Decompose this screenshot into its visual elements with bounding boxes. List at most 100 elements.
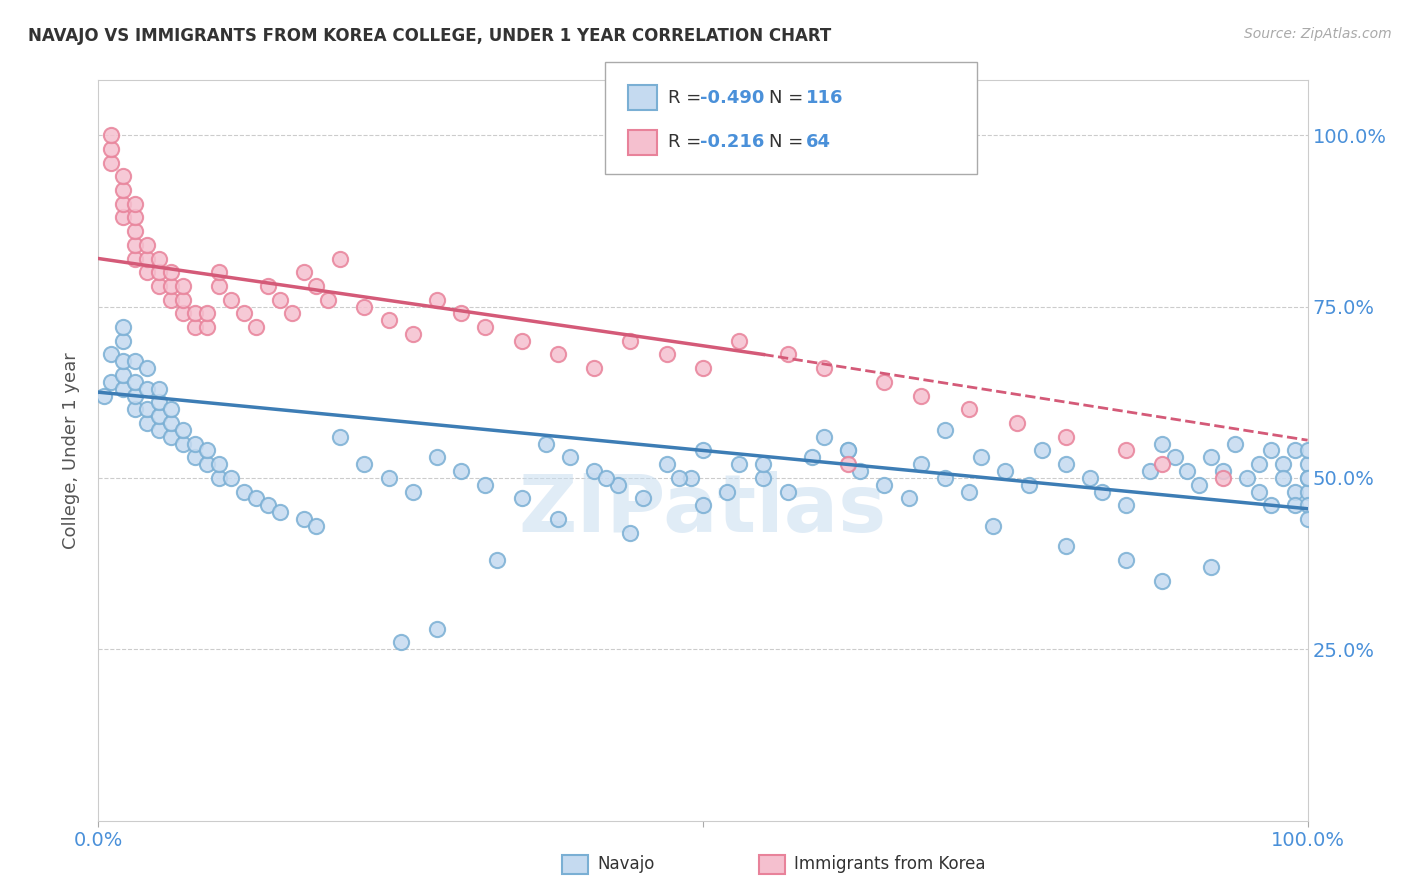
Point: [1296, 443, 1319, 458]
Point: [100, 155, 122, 169]
Point: [776, 347, 799, 361]
Point: [837, 443, 859, 458]
Text: R =: R =: [668, 89, 707, 107]
Point: [1031, 443, 1053, 458]
Point: [93, 389, 115, 403]
Point: [402, 484, 425, 499]
Point: [837, 443, 859, 458]
Point: [1054, 430, 1077, 444]
Point: [813, 361, 835, 376]
Point: [474, 320, 496, 334]
Point: [1199, 450, 1222, 465]
Text: N =: N =: [769, 89, 808, 107]
Point: [934, 471, 956, 485]
Point: [873, 477, 896, 491]
Point: [1152, 457, 1174, 471]
Point: [111, 211, 134, 225]
Point: [100, 347, 122, 361]
Point: [716, 484, 738, 499]
Point: [269, 505, 291, 519]
Point: [172, 423, 194, 437]
Point: [111, 196, 134, 211]
Point: [800, 450, 823, 465]
Point: [160, 430, 183, 444]
Text: N =: N =: [769, 133, 808, 151]
Y-axis label: College, Under 1 year: College, Under 1 year: [62, 352, 80, 549]
Point: [135, 416, 157, 430]
Point: [426, 293, 449, 307]
Point: [547, 347, 569, 361]
Point: [1223, 436, 1246, 450]
Point: [135, 402, 157, 417]
Point: [692, 498, 714, 512]
Point: [655, 347, 678, 361]
Point: [208, 471, 231, 485]
Point: [849, 464, 872, 478]
Point: [957, 484, 980, 499]
Point: [1296, 484, 1319, 499]
Point: [837, 457, 859, 471]
Point: [1260, 443, 1282, 458]
Point: [1296, 471, 1319, 485]
Point: [124, 402, 146, 417]
Point: [232, 484, 254, 499]
Point: [245, 320, 267, 334]
Point: [135, 237, 157, 252]
Text: Source: ZipAtlas.com: Source: ZipAtlas.com: [1244, 27, 1392, 41]
Point: [1078, 471, 1101, 485]
Point: [1296, 498, 1319, 512]
Point: [1260, 498, 1282, 512]
Point: [135, 361, 157, 376]
Point: [160, 402, 183, 417]
Point: [135, 382, 157, 396]
Point: [1249, 484, 1271, 499]
Point: [305, 279, 328, 293]
Point: [160, 416, 183, 430]
Point: [1054, 540, 1077, 554]
Point: [679, 471, 702, 485]
Point: [510, 334, 533, 348]
Point: [897, 491, 920, 506]
Text: -0.490: -0.490: [700, 89, 765, 107]
Point: [1199, 560, 1222, 574]
Point: [583, 361, 606, 376]
Point: [184, 450, 207, 465]
Point: [124, 237, 146, 252]
Point: [692, 361, 714, 376]
Point: [172, 436, 194, 450]
Point: [752, 471, 775, 485]
Point: [813, 430, 835, 444]
Point: [547, 512, 569, 526]
Point: [329, 252, 352, 266]
Point: [184, 436, 207, 450]
Point: [148, 252, 170, 266]
Point: [1296, 457, 1319, 471]
Point: [148, 395, 170, 409]
Point: [221, 471, 243, 485]
Point: [148, 409, 170, 424]
Text: R =: R =: [668, 133, 707, 151]
Text: Immigrants from Korea: Immigrants from Korea: [794, 855, 986, 873]
Point: [728, 334, 751, 348]
Point: [474, 477, 496, 491]
Point: [160, 279, 183, 293]
Point: [124, 375, 146, 389]
Point: [1296, 471, 1319, 485]
Point: [1249, 457, 1271, 471]
Point: [1018, 477, 1040, 491]
Point: [619, 525, 641, 540]
Point: [1163, 450, 1185, 465]
Point: [1054, 457, 1077, 471]
Point: [232, 306, 254, 320]
Point: [111, 169, 134, 184]
Point: [558, 450, 581, 465]
Point: [1188, 477, 1211, 491]
Point: [256, 279, 278, 293]
Point: [1272, 471, 1295, 485]
Point: [486, 553, 509, 567]
Point: [873, 375, 896, 389]
Text: 64: 64: [806, 133, 831, 151]
Point: [1091, 484, 1114, 499]
Point: [124, 389, 146, 403]
Point: [281, 306, 304, 320]
